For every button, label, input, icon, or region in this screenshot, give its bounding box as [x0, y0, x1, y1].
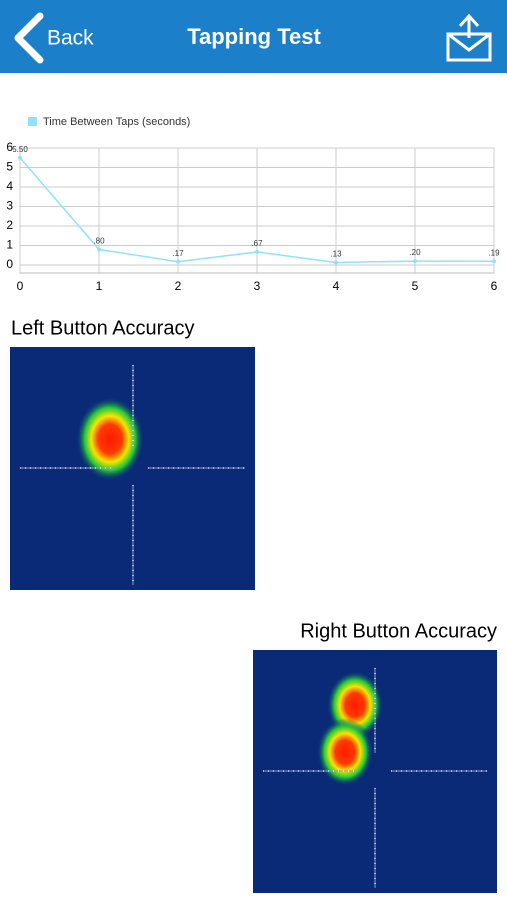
legend-label: Time Between Taps (seconds) [43, 116, 190, 128]
point [18, 155, 22, 160]
x-tick-label: 6 [491, 279, 498, 293]
line-chart: 0 1 2 3 4 5 6 0 1 2 3 4 5 6 Time Between Taps (seconds… [6, 116, 500, 293]
nav-bar [0, 0, 507, 73]
value-label: .13 [330, 250, 342, 259]
y-tick-label: 0 [6, 257, 13, 271]
point [492, 259, 496, 264]
value-label: 5.50 [12, 145, 28, 154]
x-tick-label: 0 [17, 279, 24, 293]
value-label: .17 [172, 249, 184, 258]
heatmap-label: Left Button Accuracy [11, 317, 194, 339]
x-tick-label: 2 [175, 279, 182, 293]
point [413, 259, 417, 264]
x-tick-label: 3 [254, 279, 261, 293]
value-label: .67 [251, 239, 263, 248]
right-heatmap [253, 650, 497, 893]
value-label: .20 [409, 248, 421, 257]
point [334, 260, 338, 265]
y-tick-label: 4 [6, 179, 13, 193]
value-label: .80 [93, 237, 105, 246]
back-chevron[interactable] [14, 12, 44, 64]
x-tick-label: 4 [333, 279, 340, 293]
y-tick-label: 6 [6, 140, 13, 154]
y-tick-label: 2 [6, 218, 13, 232]
x-tick-label: 1 [96, 279, 103, 293]
point [176, 259, 180, 264]
point [97, 247, 101, 252]
nav-title: Tapping Test [187, 24, 321, 49]
heatmap-label: Right Button Accuracy [300, 620, 497, 642]
back-button[interactable]: Back [47, 27, 94, 50]
value-label: .19 [488, 248, 500, 257]
y-tick-label: 1 [6, 238, 13, 252]
point [255, 249, 259, 254]
left-heatmap [10, 347, 255, 590]
x-tick-label: 5 [412, 279, 419, 293]
mail-export-icon[interactable] [446, 13, 492, 62]
y-tick-label: 3 [6, 199, 13, 213]
legend-swatch [28, 117, 37, 126]
y-tick-label: 5 [6, 160, 13, 174]
